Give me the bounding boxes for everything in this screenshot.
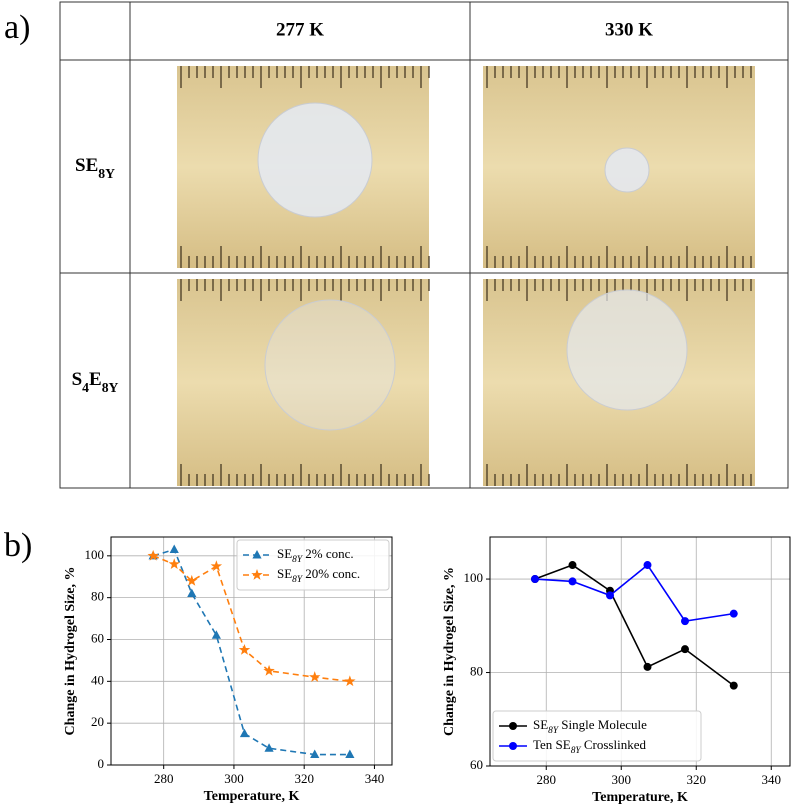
marker <box>681 617 689 626</box>
text-segment: Ten SE <box>533 737 571 752</box>
text-segment: SE <box>277 546 292 561</box>
marker <box>186 574 198 586</box>
legend-label: Ten SE8Y Crosslinked <box>533 737 646 756</box>
x-tick-label: 340 <box>365 771 385 786</box>
marker <box>606 591 614 600</box>
x-axis-label: Temperature, K <box>592 790 688 805</box>
text-segment: Single Molecule <box>558 717 647 732</box>
marker <box>211 630 221 639</box>
text-segment: 4 <box>82 380 89 395</box>
hydrogel <box>604 147 650 193</box>
marker <box>568 577 577 586</box>
hydrogel <box>264 299 396 431</box>
y-axis-label: Change in Hydrogel Size, % <box>63 567 78 736</box>
marker <box>251 569 263 580</box>
marker <box>509 742 517 750</box>
legend-box <box>236 539 390 591</box>
text-segment: SE <box>277 566 292 581</box>
photo <box>177 66 430 268</box>
marker <box>509 722 517 730</box>
text-segment: 8Y <box>571 746 583 756</box>
marker <box>147 549 159 561</box>
y-tick-label: 100 <box>464 570 484 585</box>
y-tick-label: 20 <box>91 714 104 729</box>
marker <box>187 588 197 597</box>
photo <box>483 66 755 268</box>
marker <box>264 743 274 752</box>
x-tick-label: 320 <box>687 772 707 787</box>
hydrogel <box>566 289 688 411</box>
marker <box>344 675 356 687</box>
photo <box>483 279 755 486</box>
text-segment: 8Y <box>102 380 119 395</box>
text-segment: SE <box>533 717 548 732</box>
marker <box>309 671 321 683</box>
text-segment: 2% conc. <box>302 546 354 561</box>
text-segment: 8Y <box>292 555 304 565</box>
legend-label: SE8Y 20% conc. <box>277 566 360 585</box>
legend-label: SE8Y 2% conc. <box>277 546 354 565</box>
text-segment: 20% conc. <box>302 566 360 581</box>
plot-frame <box>110 536 393 766</box>
y-tick-label: 80 <box>470 664 483 679</box>
text-segment: 8Y <box>98 166 115 181</box>
marker <box>345 749 355 759</box>
marker <box>643 662 652 671</box>
text-segment: SE <box>75 155 98 176</box>
photo <box>177 279 430 486</box>
marker <box>531 575 539 584</box>
marker <box>568 561 577 570</box>
y-tick-label: 100 <box>85 547 105 562</box>
text-segment: S <box>72 369 83 390</box>
x-tick-label: 300 <box>612 772 632 787</box>
legend-box <box>492 710 702 762</box>
data-line <box>152 555 350 683</box>
marker <box>239 728 250 738</box>
hydrogel <box>257 102 373 218</box>
panel-label: a) <box>4 9 30 46</box>
x-tick-label: 340 <box>762 772 782 787</box>
y-tick-label: 0 <box>98 756 105 771</box>
plot-frame <box>489 536 791 767</box>
text-segment: Crosslinked <box>581 737 647 752</box>
x-tick-label: 280 <box>537 772 557 787</box>
row-label: SE8Y <box>75 155 115 180</box>
column-header: 277 K <box>276 19 324 40</box>
ruler <box>177 279 429 486</box>
marker <box>729 609 738 618</box>
y-tick-label: 80 <box>91 589 104 604</box>
marker <box>729 681 738 690</box>
marker <box>252 550 262 559</box>
y-tick-label: 60 <box>470 757 483 772</box>
y-tick-label: 60 <box>91 630 104 645</box>
marker <box>210 560 223 572</box>
marker <box>263 664 275 676</box>
data-line <box>534 563 734 622</box>
legend-label: SE8Y Single Molecule <box>533 717 647 736</box>
table-grid <box>59 1 789 489</box>
column-header: 330 K <box>605 19 653 40</box>
y-axis-label: Change in Hydrogel Size, % <box>442 567 457 736</box>
panel-label: b) <box>4 527 32 564</box>
x-tick-label: 280 <box>154 771 174 786</box>
marker <box>169 544 179 554</box>
text-segment: 8Y <box>292 575 304 585</box>
row-label: S4E8Y <box>72 369 119 394</box>
marker <box>681 645 689 654</box>
y-tick-label: 40 <box>91 672 104 687</box>
marker <box>238 643 251 655</box>
x-tick-label: 300 <box>224 771 244 786</box>
marker <box>643 561 652 570</box>
marker <box>310 749 320 759</box>
marker <box>168 558 180 570</box>
text-segment: E <box>89 369 102 390</box>
text-segment: 8Y <box>548 726 560 736</box>
data-line <box>534 564 735 687</box>
x-axis-label: Temperature, K <box>204 789 300 804</box>
x-tick-label: 320 <box>294 771 314 786</box>
